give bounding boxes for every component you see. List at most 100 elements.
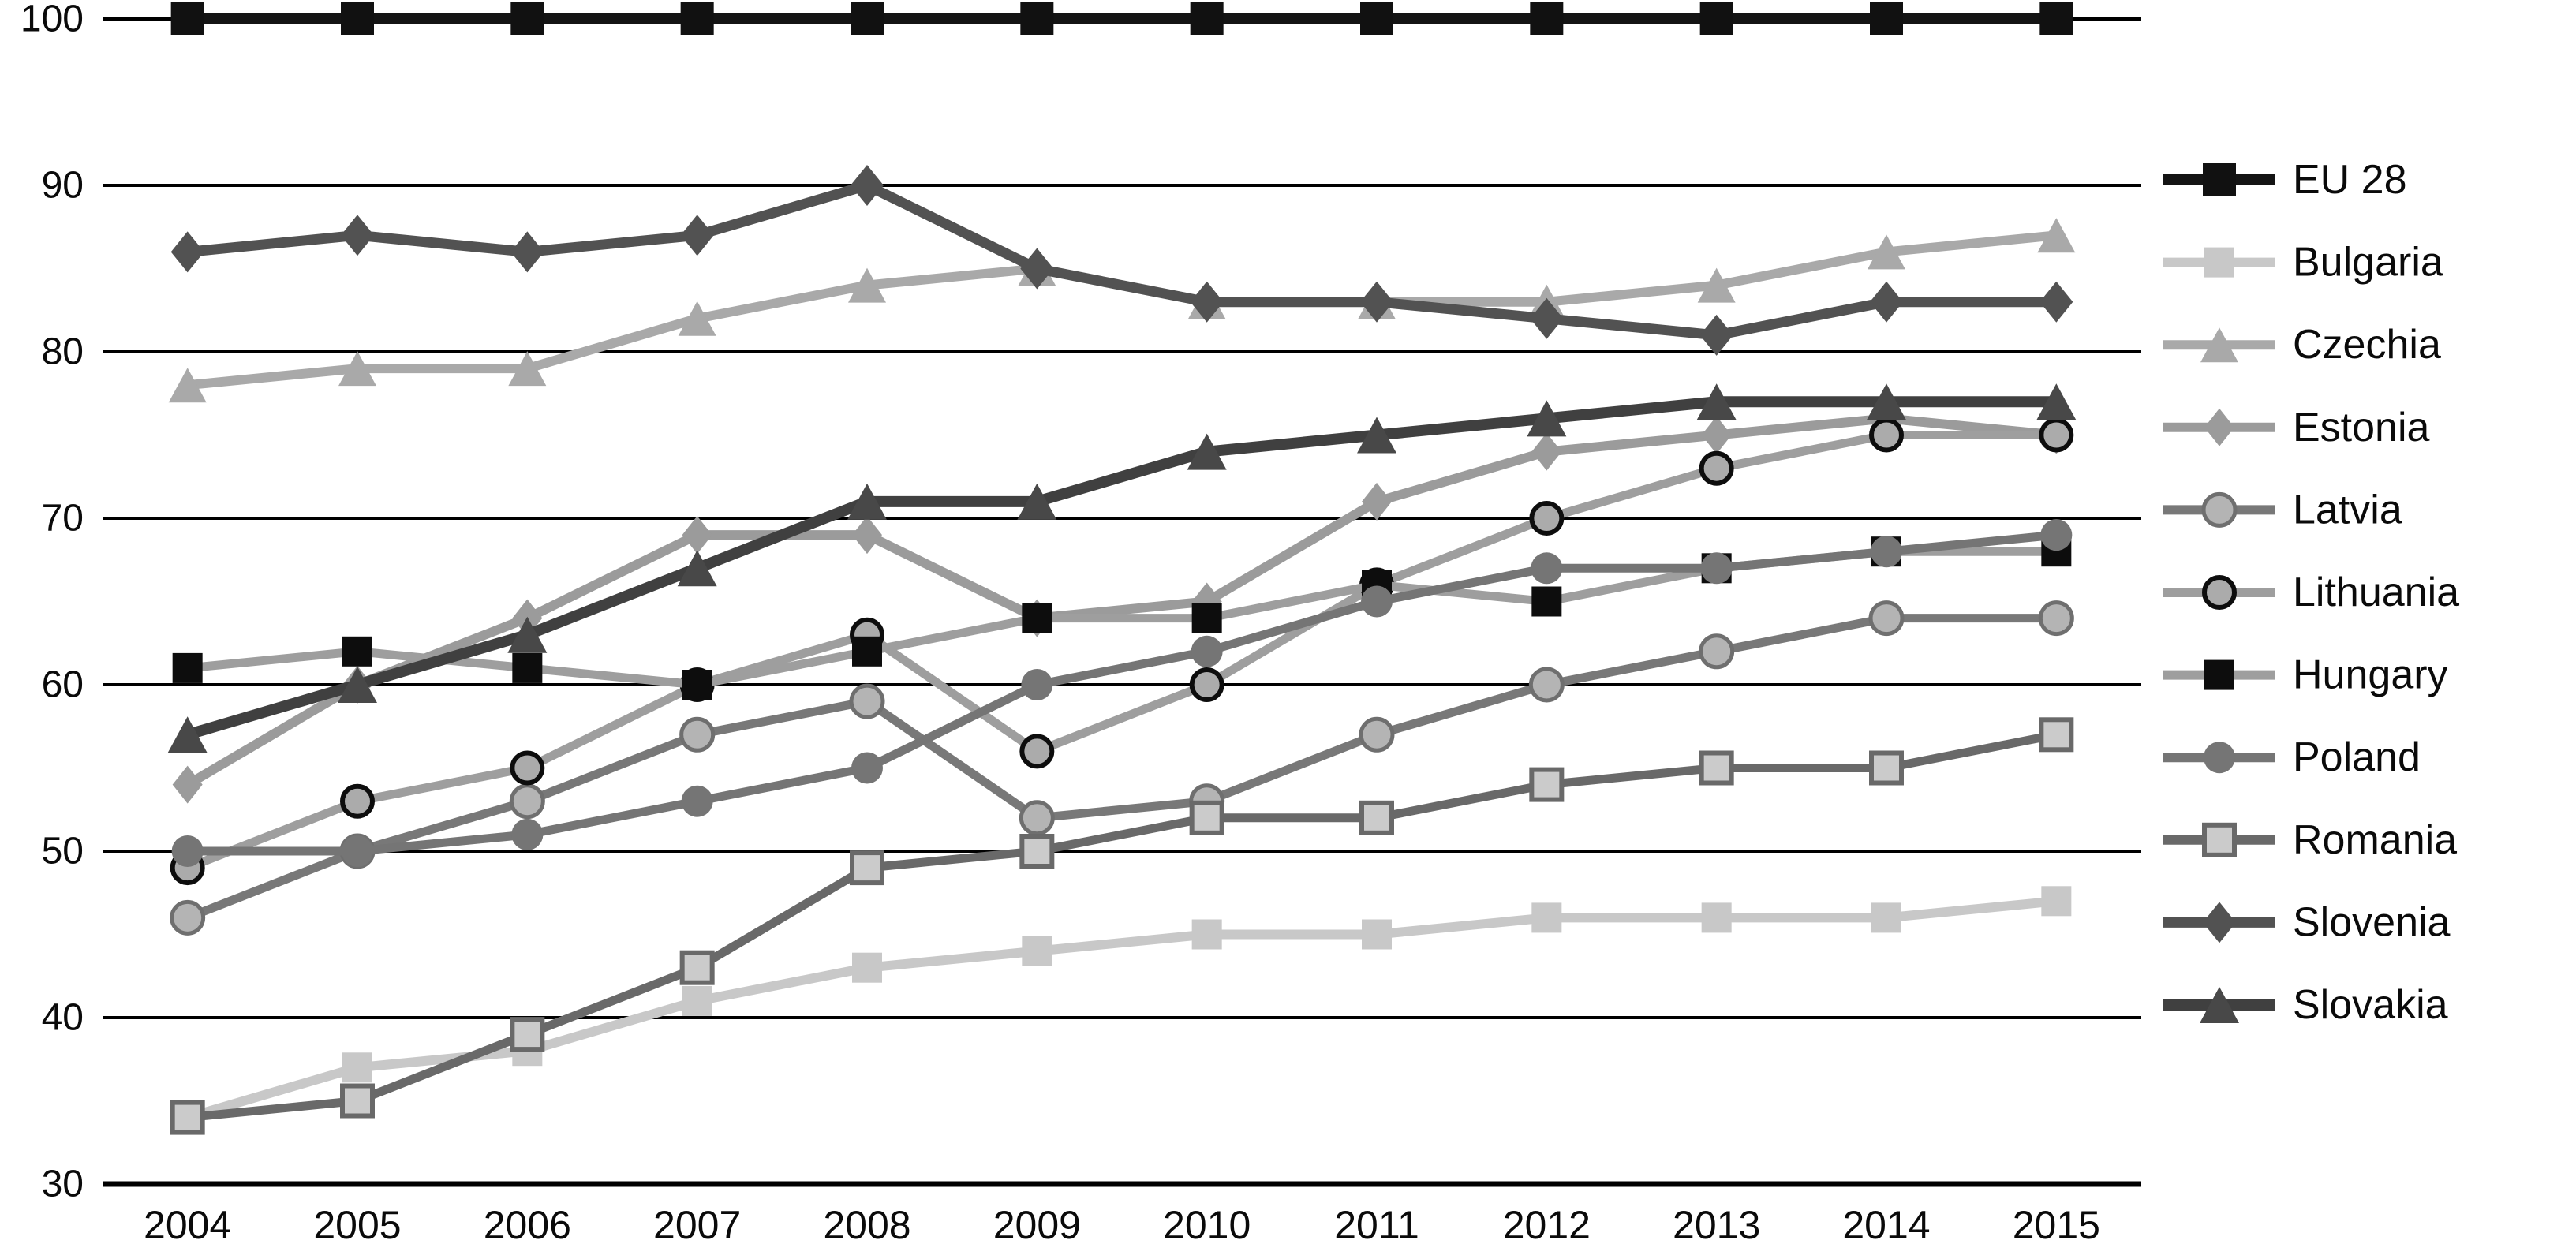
x-axis-year-label: 2006 <box>484 1203 571 1247</box>
series-marker-slovakia <box>338 667 377 703</box>
series-marker-poland <box>2040 519 2073 551</box>
legend-label-lithuania: Lithuania <box>2293 570 2459 615</box>
series-marker-lithuania <box>1189 667 1224 702</box>
series-marker-lithuania <box>1699 450 1734 486</box>
series-line-latvia <box>185 614 2057 922</box>
series-marker-czechia <box>508 351 547 387</box>
series-marker-slovakia <box>1187 433 1227 470</box>
series-slovakia <box>167 383 2077 753</box>
series-marker-latvia <box>2038 600 2074 637</box>
y-axis-tick-label: 70 <box>42 498 84 540</box>
series-marker-eu-28 <box>851 2 884 35</box>
legend-marker-bulgaria <box>2204 247 2234 278</box>
series-marker-eu-28 <box>1530 2 1564 35</box>
series-marker-slovenia <box>1530 297 1564 339</box>
series-marker-romania <box>2039 717 2074 753</box>
series-romania <box>170 717 2074 1135</box>
series-marker-hungary <box>852 636 882 667</box>
series-marker-bulgaria <box>342 1052 372 1083</box>
series-marker-lithuania <box>1019 734 1055 769</box>
y-axis-tick-label: 80 <box>42 331 84 373</box>
series-marker-eu-28 <box>1360 2 1393 35</box>
series-marker-romania <box>510 1017 545 1052</box>
x-axis-year-label: 2013 <box>1673 1203 1760 1247</box>
x-axis-year-label: 2005 <box>313 1203 401 1247</box>
series-marker-slovenia <box>680 215 714 256</box>
series-bulgaria <box>172 886 2072 1133</box>
series-line-lithuania <box>185 431 2057 872</box>
series-marker-slovenia <box>851 165 884 206</box>
series-marker-slovakia <box>167 716 208 753</box>
legend-marker-romania <box>2202 822 2237 857</box>
series-marker-eu-28 <box>510 2 544 35</box>
series-line-slovenia <box>187 180 2057 341</box>
series-marker-lithuania <box>1869 417 1904 453</box>
series-marker-bulgaria <box>1701 902 1732 933</box>
series-eu-28 <box>170 2 2073 35</box>
series-marker-bulgaria <box>682 985 712 1016</box>
y-axis-tick-label: 50 <box>42 831 84 872</box>
legend-marker-estonia <box>2204 408 2234 446</box>
series-marker-czechia <box>1868 234 1905 270</box>
x-axis-year-label: 2012 <box>1503 1203 1591 1247</box>
series-marker-slovenia <box>1699 314 1733 356</box>
legend: EU 28 Bulgaria Czechia Estonia Latvia Lithuan… <box>2163 157 2459 1028</box>
series-marker-poland <box>1191 635 1223 667</box>
x-axis: 2004 2005 2006 2007 2008 2009 2010 2011 2012 2013… <box>144 1203 2100 1247</box>
legend-label-slovenia: Slovenia <box>2293 899 2451 945</box>
legend-label-czechia: Czechia <box>2293 322 2441 368</box>
series-marker-estonia <box>1531 432 1562 471</box>
series-marker-slovakia <box>1357 417 1396 454</box>
series-marker-slovenia <box>341 215 374 256</box>
series-marker-romania <box>1869 750 1904 786</box>
series-line-estonia <box>185 413 2057 789</box>
legend-label-hungary: Hungary <box>2293 652 2448 698</box>
series-marker-slovakia <box>507 616 548 653</box>
series-marker-hungary <box>682 670 712 700</box>
series-line-romania <box>187 730 2058 1123</box>
series-marker-latvia <box>1868 600 1905 637</box>
legend-item-latvia: Latvia <box>2163 487 2402 532</box>
series-marker-eu-28 <box>1870 2 1903 35</box>
legend-item-bulgaria: Bulgaria <box>2163 240 2443 286</box>
series-marker-latvia <box>679 716 716 753</box>
x-axis-year-label: 2009 <box>993 1203 1081 1247</box>
legend-marker-eu-28 <box>2203 163 2236 196</box>
legend-item-slovakia: Slovakia <box>2163 982 2448 1028</box>
series-marker-lithuania <box>2039 417 2074 453</box>
series-marker-poland <box>681 785 713 817</box>
series-line-slovakia <box>185 396 2057 741</box>
gridlines <box>103 17 2141 1187</box>
series-marker-czechia <box>338 351 376 387</box>
series-marker-lithuania <box>510 750 545 786</box>
series-marker-poland <box>1700 552 1733 585</box>
series-marker-slovakia <box>677 550 717 587</box>
series-marker-latvia <box>1699 633 1735 670</box>
y-axis-tick-label: 100 <box>21 0 84 40</box>
legend-item-romania: Romania <box>2163 817 2457 863</box>
series-marker-latvia <box>1528 667 1565 703</box>
series-marker-czechia <box>848 267 886 303</box>
series-marker-estonia <box>682 516 712 555</box>
series-marker-eu-28 <box>1190 2 1224 35</box>
series-marker-poland <box>1531 552 1563 585</box>
series-marker-slovakia <box>1527 400 1567 437</box>
series-marker-romania <box>1019 834 1055 869</box>
legend-marker-latvia <box>2201 491 2238 528</box>
series-marker-slovakia <box>1017 483 1057 520</box>
series-marker-latvia <box>509 783 545 820</box>
series-marker-poland <box>171 835 204 867</box>
legend-label-romania: Romania <box>2293 817 2457 863</box>
series-marker-slovakia <box>1696 383 1737 420</box>
series-marker-poland <box>851 752 883 784</box>
series-marker-czechia <box>168 368 207 403</box>
series-marker-eu-28 <box>2039 2 2073 35</box>
legend-marker-poland <box>2204 742 2235 774</box>
legend-item-estonia: Estonia <box>2163 405 2430 450</box>
series-marker-bulgaria <box>1531 902 1562 933</box>
series-poland <box>171 519 2073 867</box>
x-axis-year-label: 2010 <box>1163 1203 1251 1247</box>
series-marker-bulgaria <box>1362 919 1392 950</box>
